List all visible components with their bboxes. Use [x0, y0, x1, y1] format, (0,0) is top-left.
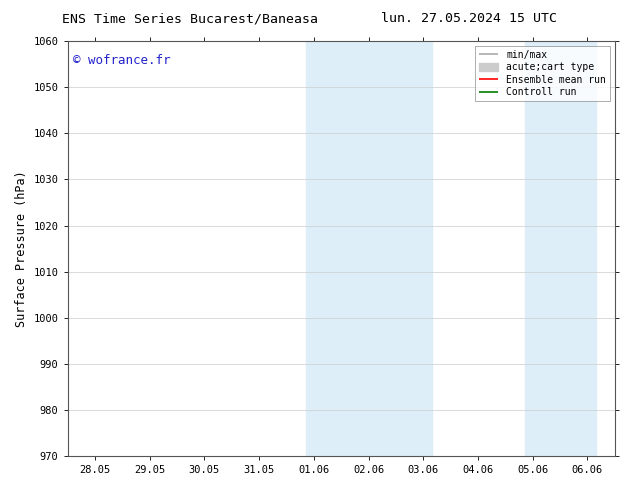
Legend: min/max, acute;cart type, Ensemble mean run, Controll run: min/max, acute;cart type, Ensemble mean … [475, 46, 610, 101]
Bar [524, 41, 596, 456]
Text: © wofrance.fr: © wofrance.fr [73, 54, 171, 67]
Text: ENS Time Series Bucarest/Baneasa: ENS Time Series Bucarest/Baneasa [62, 12, 318, 25]
Text: lun. 27.05.2024 15 UTC: lun. 27.05.2024 15 UTC [381, 12, 557, 25]
Bar [306, 41, 432, 456]
Y-axis label: Surface Pressure (hPa): Surface Pressure (hPa) [15, 170, 28, 327]
